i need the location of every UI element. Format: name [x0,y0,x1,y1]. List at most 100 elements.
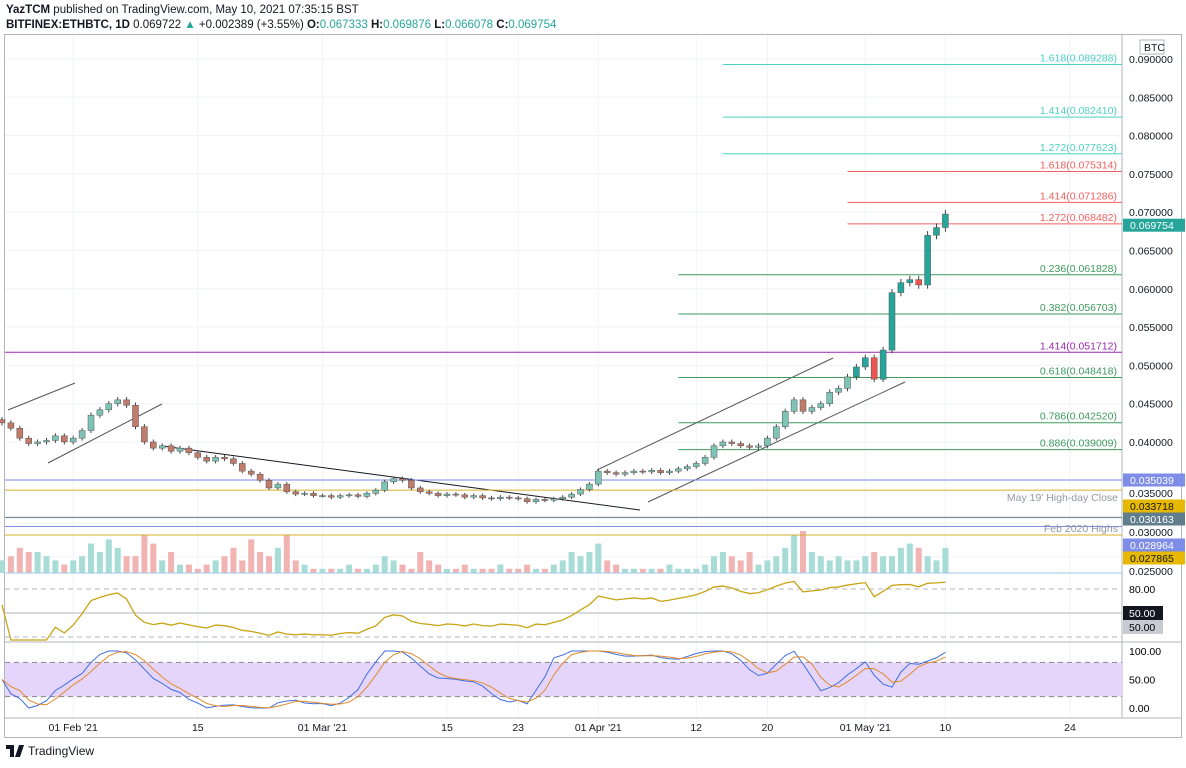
candle-body [568,493,575,498]
fib-level-label: 1.272(0.077623) [1040,142,1117,154]
rsi-tick: 50.00 [1129,622,1155,634]
candle-body [514,497,522,500]
volume-bar [266,556,272,573]
candle-body [69,437,77,443]
volume-bar [52,560,59,573]
candle-body [221,457,228,460]
volume-bar [159,560,166,573]
candle-body [684,466,691,470]
open-value: 0.067333 [319,19,368,31]
candle-body [497,496,504,499]
brand-name: TradingView [28,744,95,758]
tradingview-logo[interactable]: TradingView [6,744,94,758]
candle-body [853,366,860,378]
volume-bar [301,564,308,573]
stoch-k-line [1,650,946,709]
volume-bar [586,552,593,573]
candle-body [639,470,647,473]
candle-body [755,445,762,448]
volume-bar [773,556,780,573]
volume-bar [906,543,913,573]
candle-body [78,430,86,439]
candle-body [0,419,6,424]
candle-body [425,491,433,494]
volume-bar [897,547,904,573]
low-label: L: [434,19,446,31]
candle-body [452,493,460,496]
fib-level-label: 1.272(0.068482) [1040,212,1117,224]
candle-body [701,457,709,464]
candle-body [345,494,353,497]
volume-bar [399,564,406,573]
volume-bar [711,556,717,573]
date-tick: 15 [192,722,204,734]
volume-bar [61,564,68,573]
price-tick: 0.065000 [1129,246,1173,258]
volume-bar [168,552,175,573]
volume-bar [470,568,477,573]
volume-bar [782,547,789,573]
price-tick: 0.025000 [1129,566,1173,578]
candle-body [399,478,406,481]
candle-body [924,234,931,286]
line-note: May 19' High-day Close [1007,492,1118,504]
trendline [47,403,163,464]
candle-body [612,472,620,475]
volume-bar [719,552,726,573]
price-tick: 0.080000 [1129,131,1173,143]
candle-body [773,426,780,439]
volume-bar [791,535,798,573]
candle-body [167,445,175,452]
candle-body [541,499,549,501]
candle-body [96,409,104,416]
candle-body [283,483,291,493]
rsi-badge [1123,620,1163,634]
volume-bar [533,568,539,573]
candle-body [692,463,700,467]
volume-bar [88,543,94,573]
candle-body [470,495,477,498]
low-value: 0.066078 [445,19,494,31]
candle-body [781,411,789,427]
volume-bar [346,564,353,573]
volume-bar [826,560,833,573]
up-triangle-icon: ▲ [184,19,196,31]
candle-body [105,403,113,411]
candle-body [141,426,148,443]
candle-body [559,496,566,499]
price-label: 0.027865 [1130,553,1174,565]
volume-bar [915,547,922,573]
stoch-tick: 0.00 [1129,703,1150,715]
volume-bar [105,539,112,573]
volume-bar [408,568,415,573]
candle-body [826,391,833,404]
candle-body [550,498,558,501]
date-tick: 24 [1064,722,1076,734]
volume-bar [942,547,949,573]
chart-frame [4,34,1182,738]
candle-body [675,468,682,472]
volume-bar [559,560,566,573]
candle-body [16,427,24,439]
open-label: O: [306,19,320,31]
volume-bar [274,547,281,573]
candle-body [52,435,59,441]
price-tick: 0.075000 [1129,169,1173,181]
volume-bar [889,556,895,573]
price-label-badge [1123,538,1185,552]
volume-bar [613,564,620,573]
trendline [161,445,641,511]
trendline [596,357,834,471]
rsi-tick: 80.00 [1129,584,1155,596]
candle-body [888,292,896,351]
candle-body [203,457,210,462]
candle-body [25,437,32,444]
volume-bar [924,556,931,573]
publish-info: published on TradingView.com, May 10, 20… [53,4,359,16]
candle-body [870,357,878,380]
volume-bar [755,564,762,573]
date-tick: 01 Mar '21 [298,722,347,734]
volume-bar [577,556,584,573]
candle-body [808,407,816,412]
